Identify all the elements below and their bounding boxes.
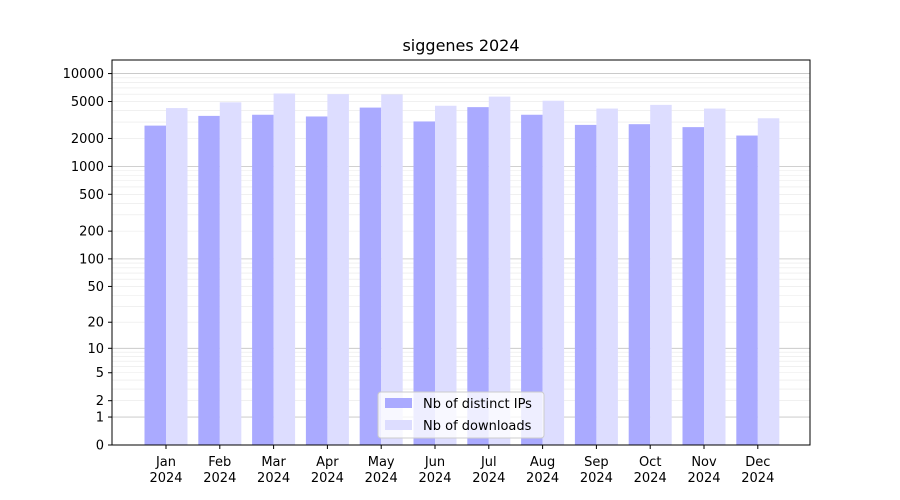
- bar-distinct-ips: [521, 114, 543, 446]
- x-tick-label-year: 2024: [741, 471, 774, 486]
- x-tick-label-year: 2024: [580, 471, 613, 486]
- x-tick-label-month: Aug: [530, 455, 555, 470]
- x-tick-label-month: Jan: [155, 455, 176, 470]
- x-tick-label-month: Dec: [745, 455, 770, 470]
- bar-distinct-ips: [198, 115, 220, 446]
- bar-downloads: [757, 118, 780, 445]
- bar-distinct-ips: [305, 116, 328, 445]
- x-tick-label-month: Jun: [424, 455, 445, 470]
- bar-distinct-ips: [574, 124, 597, 445]
- bars: [144, 93, 780, 446]
- y-tick-label: 2000: [71, 132, 104, 147]
- bar-distinct-ips: [736, 135, 758, 445]
- y-tick-label: 100: [79, 252, 104, 267]
- bar-downloads: [596, 108, 618, 446]
- bar-downloads: [704, 108, 726, 446]
- legend-swatch-downloads: [385, 420, 412, 430]
- x-tick-label-year: 2024: [149, 471, 182, 486]
- y-tick-label: 50: [87, 280, 104, 295]
- bar-distinct-ips: [628, 124, 651, 445]
- bar-distinct-ips: [252, 114, 274, 446]
- bar-downloads: [166, 108, 188, 446]
- x-tick-label-month: Sep: [584, 455, 609, 470]
- x-tick-label-year: 2024: [203, 471, 236, 486]
- x-tick-label-month: Jul: [480, 455, 497, 470]
- chart-title: siggenes 2024: [402, 36, 519, 55]
- y-tick-label: 1000: [71, 160, 104, 175]
- y-tick-label: 20: [87, 316, 104, 331]
- bar-downloads: [542, 100, 565, 446]
- y-tick-label: 0: [96, 439, 104, 454]
- bar-downloads: [650, 104, 672, 446]
- y-tick-label: 5000: [71, 95, 104, 110]
- x-tick-label-year: 2024: [418, 471, 451, 486]
- x-axis: Jan2024Feb2024Mar2024Apr2024May2024Jun20…: [149, 445, 774, 486]
- bar-distinct-ips: [467, 107, 489, 445]
- bar-downloads: [219, 102, 242, 445]
- legend-box: [377, 391, 545, 439]
- y-tick-label: 200: [79, 225, 104, 240]
- bar-downloads: [273, 93, 296, 446]
- x-tick-label-year: 2024: [472, 471, 505, 486]
- bar-distinct-ips: [682, 127, 704, 445]
- x-tick-label-month: May: [368, 455, 395, 470]
- x-tick-label-month: Nov: [691, 455, 717, 470]
- x-tick-label-year: 2024: [257, 471, 290, 486]
- bar-distinct-ips: [359, 107, 382, 446]
- x-tick-label-month: Feb: [208, 455, 231, 470]
- legend: Nb of distinct IPs Nb of downloads: [377, 391, 545, 439]
- x-tick-label-year: 2024: [526, 471, 559, 486]
- x-tick-label-year: 2024: [365, 471, 398, 486]
- x-tick-label-month: Mar: [261, 455, 286, 470]
- bar-distinct-ips: [144, 125, 166, 445]
- y-tick-label: 10000: [63, 67, 104, 82]
- x-tick-label-month: Apr: [316, 455, 339, 470]
- bar-distinct-ips: [413, 121, 435, 445]
- legend-swatch-ips: [385, 398, 412, 408]
- x-tick-label-year: 2024: [687, 471, 720, 486]
- y-tick-label: 1: [96, 411, 104, 426]
- y-tick-label: 5: [96, 366, 104, 381]
- legend-label-downloads: Nb of downloads: [423, 419, 532, 434]
- y-tick-label: 2: [96, 394, 104, 409]
- y-tick-label: 500: [79, 188, 104, 203]
- x-tick-label-year: 2024: [311, 471, 344, 486]
- x-tick-label-month: Oct: [639, 455, 661, 470]
- bar-downloads: [488, 96, 511, 445]
- plot-frame: [111, 59, 811, 446]
- legend-label-ips: Nb of distinct IPs: [423, 397, 532, 412]
- bar-downloads: [327, 94, 349, 445]
- y-tick-label: 10: [87, 342, 104, 357]
- y-axis: 0 1 2 5 10 20 50 100 200 500 1000 2000 5000 10000: [63, 67, 112, 454]
- bar-downloads: [381, 94, 403, 445]
- x-tick-label-year: 2024: [634, 471, 667, 486]
- bar-downloads: [435, 105, 457, 445]
